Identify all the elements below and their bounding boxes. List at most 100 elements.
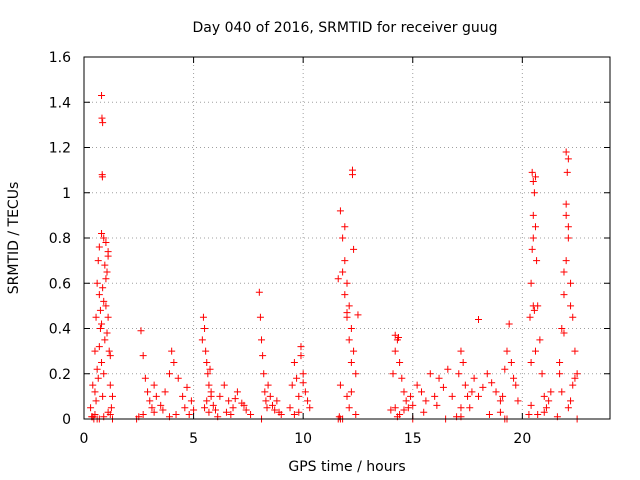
data-point: [464, 392, 472, 400]
x-tick-label: 20: [513, 431, 531, 447]
data-point: [306, 404, 314, 412]
x-tick-label: 0: [80, 431, 89, 447]
data-point: [212, 406, 219, 414]
data-point: [157, 401, 165, 409]
data-point: [150, 381, 158, 389]
data-point: [350, 347, 358, 355]
data-point: [512, 381, 520, 389]
data-point: [264, 381, 272, 389]
data-point: [396, 358, 404, 366]
data-point: [531, 347, 539, 355]
data-point: [99, 284, 107, 292]
data-point: [496, 397, 504, 405]
data-point: [483, 370, 491, 378]
data-point: [104, 313, 112, 321]
data-point: [95, 291, 103, 299]
data-point: [352, 370, 360, 378]
data-point: [261, 388, 269, 396]
data-point: [400, 406, 408, 414]
data-point: [528, 245, 536, 253]
data-point: [288, 381, 296, 389]
y-tick-label: 0.2: [49, 367, 71, 383]
data-point: [256, 313, 264, 321]
data-point: [98, 173, 106, 181]
data-point: [562, 148, 570, 156]
data-point: [339, 234, 347, 242]
data-point: [336, 381, 344, 389]
data-point: [475, 315, 482, 323]
data-point: [468, 388, 476, 396]
data-point: [290, 358, 298, 366]
data-point: [540, 408, 548, 416]
data-point: [455, 370, 463, 378]
data-point: [104, 248, 112, 256]
data-point: [433, 401, 441, 409]
data-point: [216, 392, 224, 400]
data-point: [201, 404, 209, 412]
data-point: [389, 370, 397, 378]
data-point: [268, 401, 276, 409]
data-point: [348, 171, 356, 179]
x-tick-label: 15: [404, 431, 422, 447]
data-point: [422, 397, 430, 405]
data-point: [271, 406, 279, 414]
data-point: [400, 388, 408, 396]
data-point: [341, 257, 349, 265]
data-point: [201, 325, 209, 332]
data-point: [152, 392, 160, 400]
data-point: [94, 257, 102, 265]
data-point: [339, 268, 347, 276]
data-point: [475, 392, 482, 400]
y-tick-label: 1.6: [49, 50, 71, 66]
data-point: [299, 370, 307, 378]
data-point: [89, 381, 97, 389]
data-point: [106, 381, 114, 389]
data-point: [227, 410, 235, 418]
data-point: [545, 397, 553, 405]
data-point: [444, 365, 452, 373]
data-point: [391, 347, 399, 355]
data-point: [540, 392, 548, 400]
data-point: [569, 313, 577, 321]
y-tick-label: 1.2: [49, 141, 71, 157]
data-point: [299, 379, 307, 387]
x-tick-label: 10: [294, 431, 312, 447]
data-point: [139, 410, 147, 418]
data-point: [102, 239, 110, 247]
data-point: [266, 392, 274, 400]
data-point: [301, 388, 309, 396]
data-point: [409, 401, 417, 409]
data-point: [159, 406, 167, 414]
data-point: [258, 336, 266, 344]
data-point: [106, 352, 114, 360]
data-point: [571, 347, 579, 355]
data-point: [567, 279, 575, 287]
data-point: [391, 331, 399, 339]
y-axis-label: SRMTID / TECUs: [6, 182, 22, 295]
data-point: [334, 275, 342, 283]
data-point: [104, 408, 112, 416]
grid-lines: [84, 57, 610, 419]
data-point: [347, 358, 355, 366]
data-point: [247, 410, 255, 418]
data-point: [231, 395, 239, 403]
data-point: [505, 320, 513, 328]
data-point: [558, 388, 566, 396]
data-point: [562, 200, 570, 208]
data-point: [209, 401, 217, 409]
data-point: [420, 408, 428, 416]
data-point: [533, 257, 541, 265]
data-point: [560, 291, 568, 299]
data-point: [107, 404, 115, 412]
data-point: [341, 223, 349, 231]
data-point: [297, 352, 305, 360]
data-point: [304, 397, 312, 405]
data-point: [567, 397, 575, 405]
data-point: [503, 347, 511, 355]
data-point: [98, 229, 106, 237]
data-point: [496, 408, 504, 416]
data-point: [573, 370, 581, 378]
data-point: [233, 388, 241, 396]
data-point: [105, 347, 113, 355]
data-point: [99, 392, 107, 400]
